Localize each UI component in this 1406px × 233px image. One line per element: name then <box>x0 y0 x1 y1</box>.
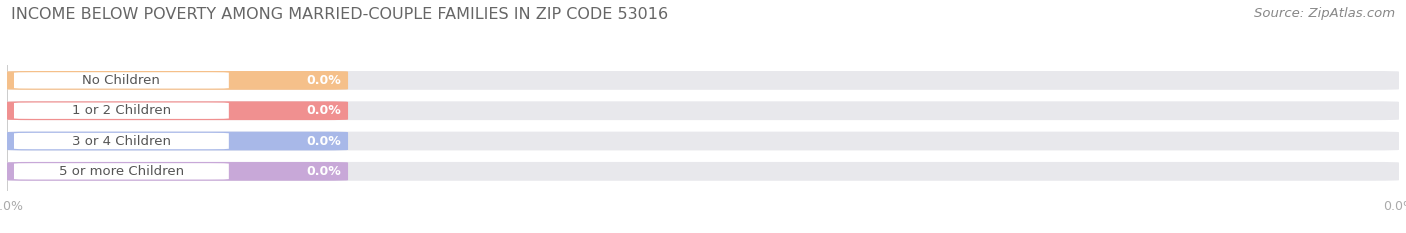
FancyBboxPatch shape <box>14 103 229 119</box>
Text: Source: ZipAtlas.com: Source: ZipAtlas.com <box>1254 7 1395 20</box>
FancyBboxPatch shape <box>7 71 349 90</box>
Text: INCOME BELOW POVERTY AMONG MARRIED-COUPLE FAMILIES IN ZIP CODE 53016: INCOME BELOW POVERTY AMONG MARRIED-COUPL… <box>11 7 668 22</box>
Text: 0.0%: 0.0% <box>307 165 342 178</box>
FancyBboxPatch shape <box>7 132 349 151</box>
Text: 5 or more Children: 5 or more Children <box>59 165 184 178</box>
Text: 0.0%: 0.0% <box>307 134 342 147</box>
Text: 0.0%: 0.0% <box>307 104 342 117</box>
FancyBboxPatch shape <box>14 72 229 89</box>
FancyBboxPatch shape <box>7 71 1399 90</box>
Text: 3 or 4 Children: 3 or 4 Children <box>72 134 172 147</box>
Text: 0.0%: 0.0% <box>307 74 342 87</box>
Text: No Children: No Children <box>83 74 160 87</box>
FancyBboxPatch shape <box>7 101 1399 120</box>
FancyBboxPatch shape <box>7 101 349 120</box>
Text: 1 or 2 Children: 1 or 2 Children <box>72 104 172 117</box>
FancyBboxPatch shape <box>14 163 229 180</box>
FancyBboxPatch shape <box>7 132 1399 151</box>
FancyBboxPatch shape <box>7 162 1399 181</box>
FancyBboxPatch shape <box>7 162 349 181</box>
FancyBboxPatch shape <box>14 133 229 149</box>
